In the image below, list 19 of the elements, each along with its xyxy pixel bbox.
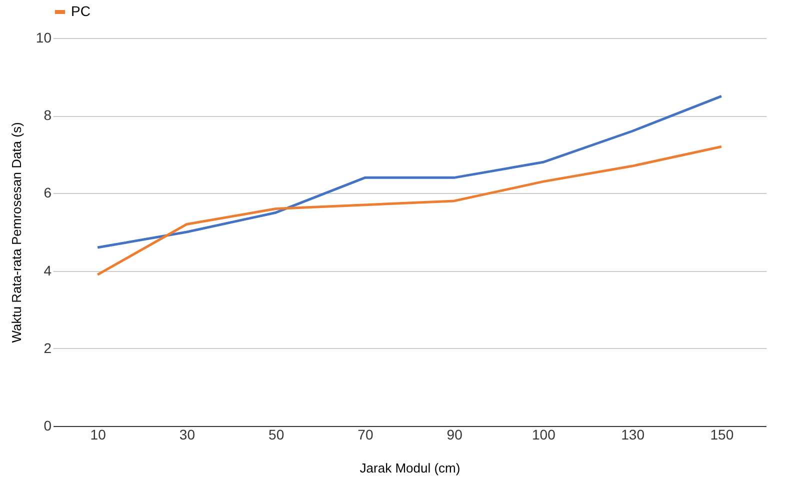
line-series (96, 145, 723, 276)
y-tick-label: 8 (44, 107, 52, 124)
x-tick-label: 30 (179, 426, 196, 442)
y-axis-title: Waktu Rata-rata Pemrosesan Data (s) (8, 122, 24, 343)
x-tick-label: 130 (621, 426, 645, 442)
y-tick-label: 0 (44, 418, 52, 434)
y-tick-label: 6 (44, 184, 52, 201)
x-tick-label: 10 (90, 426, 106, 442)
y-tick-label: 4 (44, 262, 52, 278)
legend-label: PC (71, 3, 90, 19)
line-series (96, 94, 723, 249)
y-tick-label: 2 (44, 340, 52, 356)
x-tick-label: 150 (710, 426, 734, 442)
x-tick-label: 50 (268, 426, 284, 442)
x-tick-label: 100 (532, 426, 556, 442)
x-tick-label: 70 (358, 426, 374, 442)
x-axis-title: Jarak Modul (cm) (360, 460, 460, 476)
y-tick-label: 10 (36, 30, 52, 46)
x-tick-label: 90 (446, 426, 463, 442)
